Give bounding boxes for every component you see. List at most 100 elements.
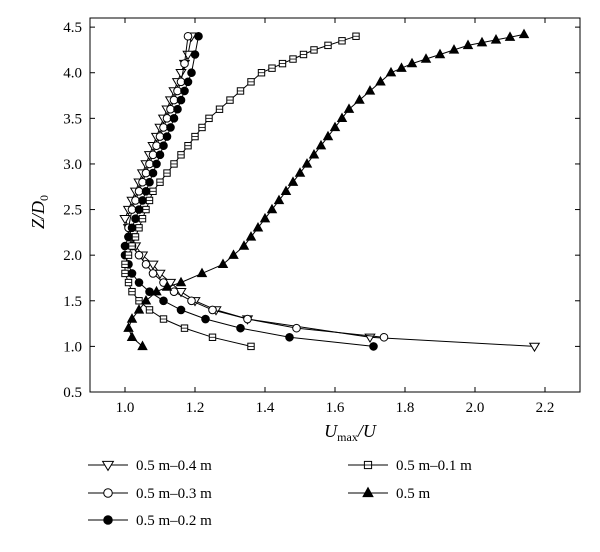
legend-label: 0.5 m–0.1 m bbox=[396, 458, 472, 474]
legend-label: 0.5 m–0.2 m bbox=[136, 513, 212, 529]
x-tick-label: 2.2 bbox=[536, 400, 555, 416]
data-point bbox=[198, 123, 206, 132]
data-point bbox=[434, 48, 446, 59]
data-point bbox=[162, 114, 172, 123]
data-point bbox=[131, 233, 140, 241]
data-point bbox=[175, 69, 187, 79]
legend-marker bbox=[103, 488, 113, 498]
data-point bbox=[280, 185, 292, 196]
y-tick-label: 2.5 bbox=[63, 203, 82, 219]
data-point bbox=[187, 296, 196, 306]
data-point bbox=[247, 342, 255, 351]
data-point bbox=[285, 332, 294, 342]
plot-frame bbox=[89, 17, 581, 393]
data-point bbox=[127, 269, 137, 278]
data-point bbox=[147, 260, 159, 271]
data-point bbox=[180, 324, 189, 332]
data-point bbox=[259, 212, 271, 223]
data-point bbox=[127, 223, 137, 233]
data-point bbox=[184, 142, 192, 150]
x-tick-label: 1.0 bbox=[116, 400, 135, 416]
data-point bbox=[194, 31, 203, 41]
data-point bbox=[352, 32, 360, 40]
data-point bbox=[121, 269, 129, 278]
data-point bbox=[169, 95, 179, 105]
data-point bbox=[123, 322, 134, 332]
data-point bbox=[127, 205, 137, 214]
data-point bbox=[134, 250, 144, 260]
series-2 bbox=[124, 31, 389, 342]
y-tick-label: 3.0 bbox=[63, 157, 82, 173]
data-point bbox=[134, 278, 144, 287]
series-5 bbox=[123, 28, 530, 351]
data-point bbox=[154, 269, 166, 280]
data-point bbox=[166, 123, 175, 132]
data-point bbox=[343, 103, 355, 113]
data-point bbox=[215, 105, 224, 113]
data-point bbox=[120, 241, 130, 251]
data-point bbox=[141, 259, 151, 269]
y-tick-label: 2.0 bbox=[63, 248, 82, 264]
data-point bbox=[190, 50, 200, 59]
data-point bbox=[180, 86, 189, 96]
legend-marker bbox=[101, 460, 115, 472]
series-line bbox=[128, 36, 385, 338]
data-point bbox=[159, 296, 168, 306]
data-point bbox=[236, 323, 245, 333]
x-tick-label: 1.2 bbox=[186, 400, 205, 416]
data-point bbox=[145, 196, 154, 205]
data-point bbox=[124, 278, 133, 287]
data-point bbox=[138, 214, 147, 223]
data-point bbox=[176, 77, 186, 87]
y-tick-label: 4.0 bbox=[63, 66, 82, 82]
data-point bbox=[315, 139, 327, 150]
data-point bbox=[162, 132, 172, 141]
data-point bbox=[369, 342, 378, 351]
data-point bbox=[379, 332, 389, 342]
data-point bbox=[148, 269, 158, 278]
data-point bbox=[149, 187, 157, 196]
data-point bbox=[126, 331, 138, 341]
legend-item: 0.5 m–0.2 m bbox=[88, 513, 212, 529]
data-point bbox=[257, 69, 266, 77]
data-point bbox=[245, 231, 257, 241]
data-point bbox=[131, 196, 140, 205]
data-point bbox=[247, 78, 255, 86]
data-point bbox=[176, 305, 186, 315]
legend-marker bbox=[103, 515, 113, 525]
data-point bbox=[135, 297, 143, 305]
data-point bbox=[156, 178, 164, 186]
data-point bbox=[287, 176, 299, 186]
data-point bbox=[294, 167, 306, 177]
data-point bbox=[128, 242, 136, 250]
data-point bbox=[324, 41, 332, 50]
data-point bbox=[148, 150, 158, 160]
data-point bbox=[135, 224, 143, 232]
data-point bbox=[308, 148, 320, 159]
x-tick-label: 1.6 bbox=[326, 400, 345, 416]
data-point bbox=[329, 121, 341, 132]
legend: 0.5 m–0.4 m 0.5 m–0.3 m 0.5 m–0.2 m 0.5 m–0… bbox=[88, 458, 472, 529]
data-point bbox=[191, 132, 199, 141]
data-point bbox=[134, 205, 144, 214]
data-point bbox=[205, 114, 213, 123]
data-point bbox=[173, 86, 182, 96]
data-point bbox=[180, 59, 189, 68]
data-point bbox=[128, 287, 136, 296]
data-point bbox=[124, 251, 133, 259]
data-point bbox=[518, 28, 530, 39]
data-point bbox=[292, 323, 301, 333]
data-point bbox=[252, 221, 264, 232]
data-point bbox=[228, 249, 239, 259]
data-point bbox=[141, 168, 151, 178]
data-point bbox=[140, 294, 152, 305]
data-point bbox=[226, 96, 234, 104]
data-point bbox=[151, 285, 162, 296]
data-point bbox=[364, 85, 376, 95]
data-point bbox=[208, 305, 217, 315]
legend-marker bbox=[363, 460, 373, 470]
y-tick-label: 1.0 bbox=[63, 339, 82, 355]
data-point bbox=[196, 267, 208, 278]
data-point bbox=[161, 281, 173, 291]
data-point bbox=[208, 333, 217, 341]
